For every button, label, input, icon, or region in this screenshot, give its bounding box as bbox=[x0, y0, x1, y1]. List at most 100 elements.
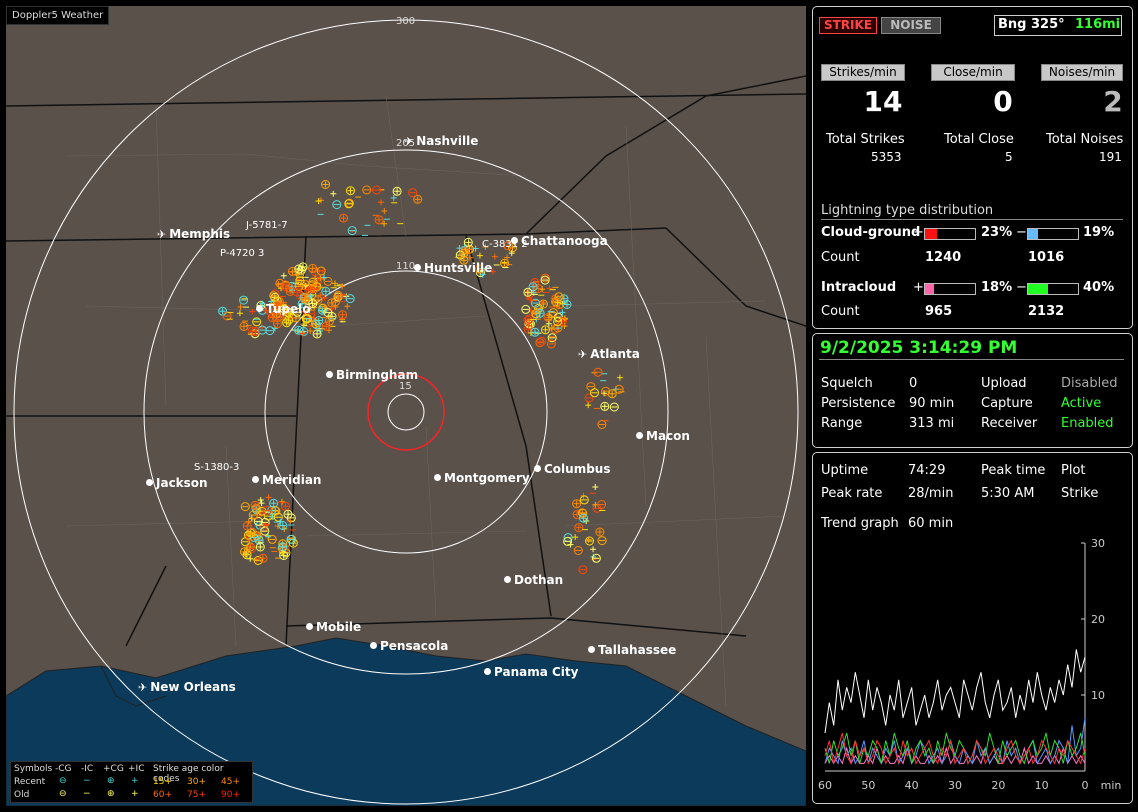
strike-mark bbox=[616, 374, 623, 381]
strike-mark bbox=[578, 508, 588, 518]
lightning-map[interactable]: Doppler5 Weather 300 205 110 15 ✈ Nashvil… bbox=[6, 6, 806, 806]
strike-mark bbox=[390, 194, 397, 201]
strike-mark bbox=[294, 328, 301, 335]
plot-value[interactable]: Strike bbox=[1061, 486, 1099, 501]
strike-mark bbox=[607, 389, 617, 399]
y-tick-label: 10 bbox=[1091, 689, 1105, 702]
strike-mark bbox=[314, 330, 321, 337]
strike-mark bbox=[540, 275, 550, 285]
map-canvas[interactable] bbox=[6, 6, 806, 806]
range-rings bbox=[13, 19, 799, 805]
storm-label: S-1380-3 bbox=[194, 462, 240, 473]
city-jackson: Jackson bbox=[146, 476, 208, 490]
strike-mark bbox=[531, 309, 541, 319]
storm-label: P-4720 3 bbox=[220, 248, 265, 259]
city-dot-icon bbox=[588, 646, 595, 653]
close-per-min-button[interactable]: Close/min bbox=[931, 64, 1015, 81]
strike-mark bbox=[553, 323, 563, 333]
strike-mark bbox=[554, 292, 564, 302]
datetime: 9/2/2025 3:14:29 PM bbox=[820, 338, 1018, 358]
strike-mark bbox=[552, 295, 559, 302]
strike-mark bbox=[279, 543, 286, 550]
strike-mark bbox=[597, 420, 607, 429]
strike-mark bbox=[218, 306, 228, 316]
pos-ic-old-icon: + bbox=[131, 789, 139, 799]
airport-icon: ✈ bbox=[578, 348, 588, 361]
strike-mark bbox=[222, 311, 232, 321]
x-axis-unit: min bbox=[1101, 779, 1122, 792]
strike-mark bbox=[508, 250, 515, 257]
trend-label: Trend graph bbox=[821, 516, 899, 531]
ring-label-300: 300 bbox=[396, 16, 416, 27]
strike-mark bbox=[540, 325, 550, 335]
strike-mark bbox=[609, 390, 616, 397]
strike-mark bbox=[278, 542, 288, 552]
strike-mark bbox=[254, 535, 264, 545]
strike-mark bbox=[295, 276, 305, 286]
city-name: Columbus bbox=[544, 462, 611, 476]
distance-value: 116mi bbox=[1075, 17, 1121, 32]
city-name: Jackson bbox=[156, 476, 208, 490]
trend-series-line bbox=[824, 732, 1086, 765]
strike-mark bbox=[286, 285, 293, 292]
city-tallahassee: Tallahassee bbox=[588, 643, 676, 657]
city-dot-icon bbox=[511, 237, 518, 244]
city-macon: Macon bbox=[636, 429, 690, 443]
city-atlanta: ✈ Atlanta bbox=[578, 347, 640, 361]
strike-mark bbox=[248, 510, 258, 520]
noise-button[interactable]: NOISE bbox=[881, 17, 941, 34]
city-columbus: Columbus bbox=[534, 462, 611, 476]
squelch-label: Squelch bbox=[821, 376, 873, 391]
strike-mark bbox=[595, 527, 605, 537]
city-new-orleans: ✈ New Orleans bbox=[138, 680, 236, 694]
strike-mark bbox=[503, 241, 513, 251]
strike-marks bbox=[218, 180, 625, 575]
close-per-min-value: 0 bbox=[993, 85, 1013, 118]
strike-mark bbox=[585, 536, 592, 543]
strike-mark bbox=[256, 537, 263, 544]
strikes-per-min-button[interactable]: Strikes/min bbox=[821, 64, 905, 81]
strike-mark bbox=[590, 388, 599, 398]
city-name: Montgomery bbox=[444, 471, 530, 485]
strike-mark bbox=[313, 276, 322, 286]
strike-button[interactable]: STRIKE bbox=[819, 17, 877, 34]
legend-symbols-label: Symbols bbox=[14, 764, 53, 774]
strike-mark bbox=[381, 220, 388, 227]
strike-mark bbox=[289, 268, 296, 275]
strike-mark bbox=[527, 296, 534, 303]
strike-mark bbox=[257, 496, 264, 503]
age-30: 30+ bbox=[187, 777, 206, 787]
city-dot-icon bbox=[306, 623, 313, 630]
strike-mark bbox=[560, 295, 567, 302]
strike-mark bbox=[572, 534, 579, 541]
strike-mark bbox=[260, 526, 270, 536]
strike-mark bbox=[310, 284, 320, 294]
ic-negative-pct: 40% bbox=[1083, 280, 1115, 295]
strike-mark bbox=[269, 314, 276, 321]
strike-mark bbox=[553, 317, 563, 327]
strike-mark bbox=[275, 301, 282, 308]
strike-mark bbox=[585, 536, 594, 546]
strike-mark bbox=[263, 307, 270, 314]
peak-time-value: 5:30 AM bbox=[981, 486, 1035, 501]
strike-mark bbox=[315, 317, 322, 324]
legend-col: +CG bbox=[103, 764, 124, 774]
strike-mark bbox=[590, 546, 597, 553]
strike-mark bbox=[340, 215, 347, 222]
strike-mark bbox=[275, 281, 282, 288]
ring-label-110: 110 bbox=[396, 261, 416, 272]
strike-mark bbox=[333, 290, 343, 300]
city-name: Huntsville bbox=[424, 261, 493, 275]
capture-value: Active bbox=[1061, 396, 1102, 411]
legend-old-label: Old bbox=[14, 790, 30, 800]
strike-mark bbox=[562, 300, 572, 309]
noises-per-min-value: 2 bbox=[1103, 85, 1123, 118]
noises-per-min-button[interactable]: Noises/min bbox=[1041, 64, 1123, 81]
city-name: New Orleans bbox=[150, 680, 236, 694]
strike-mark bbox=[530, 327, 540, 337]
strike-mark bbox=[240, 502, 250, 512]
strike-mark bbox=[237, 304, 244, 311]
ic-count-label: Count bbox=[821, 304, 860, 319]
city-memphis: ✈ Memphis bbox=[157, 227, 230, 241]
strike-mark bbox=[308, 277, 318, 287]
